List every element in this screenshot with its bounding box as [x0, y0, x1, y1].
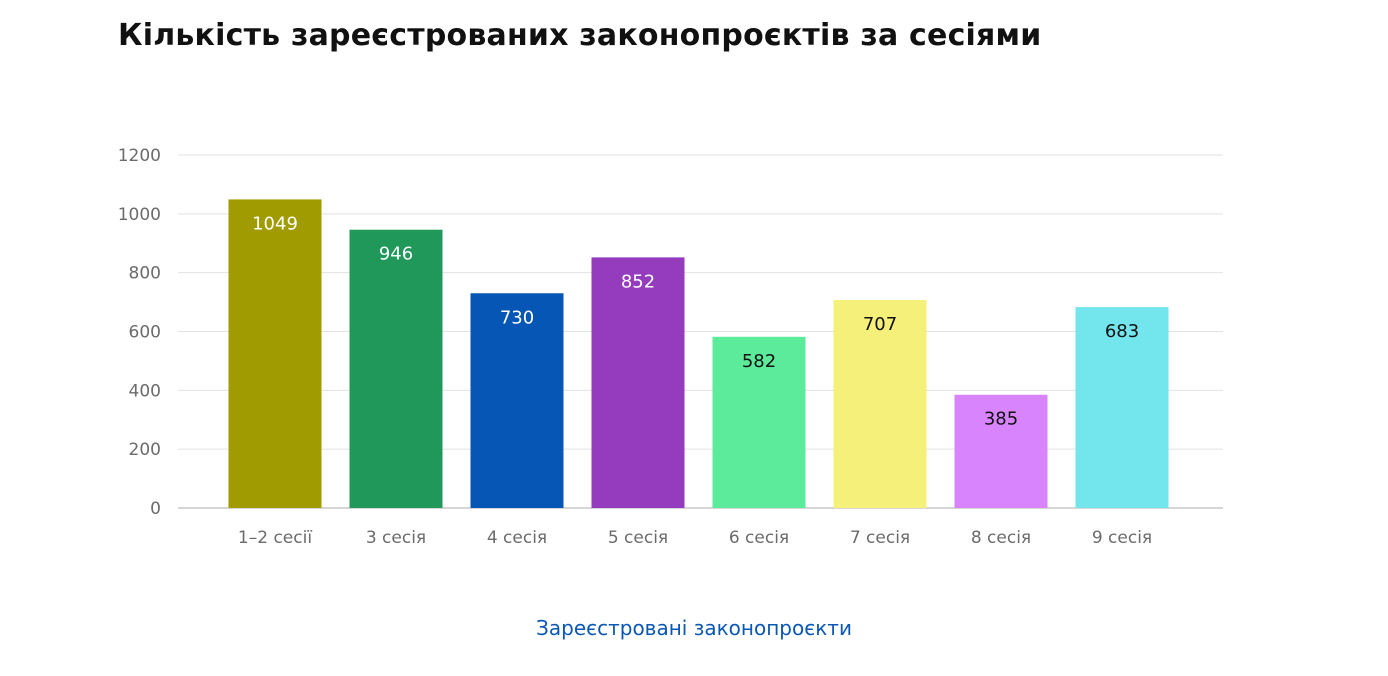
x-tick-label: 1–2 сесії: [238, 528, 312, 548]
bars: 1049 946 730 852 582 707 385 683: [228, 199, 1169, 509]
bar-1[interactable]: [228, 199, 322, 508]
bar-4[interactable]: [591, 257, 685, 508]
x-tick-label: 3 сесія: [366, 528, 426, 548]
chart-title: Кількість зареєстрованих законопроєктів …: [118, 18, 1042, 53]
y-tick-label: 1000: [118, 205, 161, 225]
legend-series-label: Зареєстровані законопроєкти: [536, 616, 852, 640]
x-tick-label: 9 сесія: [1092, 528, 1152, 548]
bar-value-label: 707: [863, 314, 897, 335]
bar-value-label: 683: [1105, 321, 1139, 342]
bar-value-label: 946: [379, 244, 413, 265]
bar-value-label: 852: [621, 271, 655, 292]
x-tick-label: 6 сесія: [729, 528, 789, 548]
bar-3[interactable]: [470, 293, 564, 508]
bar-8[interactable]: [1075, 307, 1169, 508]
bar-6[interactable]: [833, 300, 927, 508]
x-axis-ticks: 1–2 сесії 3 сесія 4 сесія 5 сесія 6 сесія 7 с…: [238, 528, 1152, 548]
x-tick-label: 7 сесія: [850, 528, 910, 548]
bar-value-label: 730: [500, 307, 534, 328]
bar-2[interactable]: [349, 229, 443, 509]
x-tick-label: 4 сесія: [487, 528, 547, 548]
y-tick-label: 200: [129, 440, 161, 460]
y-tick-label: 600: [129, 323, 161, 343]
bar-value-label: 582: [742, 351, 776, 372]
bar-value-label: 385: [984, 409, 1018, 430]
x-tick-label: 8 сесія: [971, 528, 1031, 548]
y-tick-label: 1200: [118, 146, 161, 166]
grid-lines: [178, 154, 1223, 509]
bar-7[interactable]: [954, 394, 1048, 508]
y-axis-ticks: 0 200 400 600 800 1000 1200: [118, 146, 161, 519]
y-tick-label: 0: [150, 499, 161, 519]
y-tick-label: 800: [129, 264, 161, 284]
bar-value-label: 1049: [252, 213, 298, 234]
bar-5[interactable]: [712, 336, 806, 508]
bar-chart: 0 200 400 600 800 1000 1200 1049 946 730 852 582 70…: [118, 146, 1223, 548]
x-tick-label: 5 сесія: [608, 528, 668, 548]
y-tick-label: 400: [129, 381, 161, 401]
